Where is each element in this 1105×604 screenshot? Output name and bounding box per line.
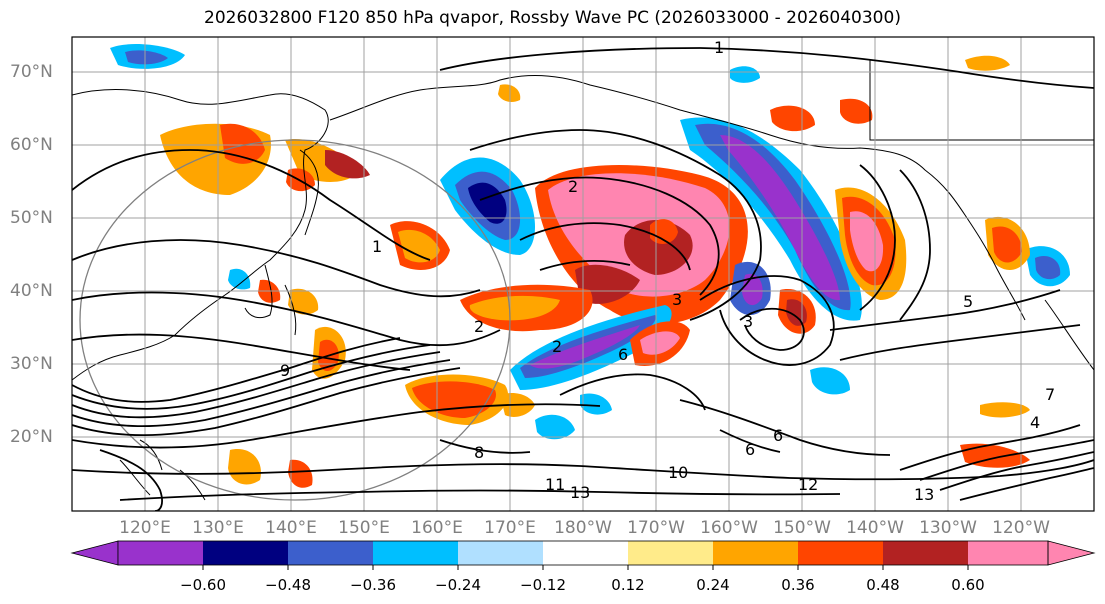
contour-label: 1 — [714, 38, 724, 57]
lon-label: 180°W — [554, 518, 612, 538]
colorbar-bin — [628, 541, 713, 565]
colorbar-tick-label: 0.48 — [866, 576, 900, 594]
pc-contours — [72, 47, 1094, 511]
colorbar-right-extend — [1047, 540, 1096, 566]
lon-label: 160°E — [411, 518, 463, 538]
lon-label: 150°E — [338, 518, 390, 538]
colorbar-tick-label: −0.24 — [435, 576, 481, 594]
contour-labels: 1 1 2 2 2 3 3 4 5 6 6 6 7 8 9 10 11 12 1… — [280, 38, 1055, 504]
colorbar-tick-label: 0.36 — [781, 576, 815, 594]
colorbar-left-extend — [70, 540, 119, 566]
colorbar-tick-label: 0.60 — [951, 576, 985, 594]
contour-label: 3 — [672, 290, 682, 309]
colorbar-tick-label: −0.36 — [350, 576, 396, 594]
coastlines — [72, 60, 1094, 501]
contour-label: 13 — [914, 485, 934, 504]
lon-label: 120°W — [992, 518, 1050, 538]
contour-label: 8 — [474, 443, 484, 462]
colorbar-bin — [883, 541, 968, 565]
lat-label: 70°N — [10, 62, 53, 82]
map-frame — [71, 36, 1095, 512]
contour-label: 1 — [372, 237, 382, 256]
lon-label: 170°W — [627, 518, 685, 538]
contour-label: 13 — [570, 483, 590, 502]
contour-label: 9 — [280, 361, 290, 380]
lat-label: 60°N — [10, 135, 53, 155]
lon-label: 160°W — [700, 518, 758, 538]
gridlines — [72, 37, 1094, 511]
region-circle — [79, 139, 511, 501]
colorbar-bin — [458, 541, 543, 565]
colorbar-bin — [713, 541, 798, 565]
contour-label: 3 — [743, 312, 753, 331]
lon-label: 120°E — [119, 518, 171, 538]
contour-label: 6 — [773, 426, 783, 445]
colorbar-bin — [118, 541, 203, 565]
contour-label: 2 — [474, 317, 484, 336]
colorbar-tick-label: −0.48 — [265, 576, 311, 594]
contour-label: 7 — [1045, 385, 1055, 404]
contour-label: 10 — [668, 463, 688, 482]
colorbar-tick-label: −0.60 — [180, 576, 226, 594]
colorbar-bin — [373, 541, 458, 565]
lon-label: 150°W — [773, 518, 831, 538]
colorbar-bin — [798, 541, 883, 565]
figure-title: 2026032800 F120 850 hPa qvapor, Rossby W… — [204, 8, 901, 28]
colorbar — [70, 540, 1096, 570]
lon-label: 140°E — [265, 518, 317, 538]
contour-label: 5 — [963, 292, 973, 311]
lat-label: 40°N — [10, 281, 53, 301]
lon-label: 170°E — [484, 518, 536, 538]
colorbar-bin — [203, 541, 288, 565]
lat-label: 30°N — [10, 354, 53, 374]
lon-label: 130°E — [192, 518, 244, 538]
colorbar-frame — [117, 540, 1049, 566]
contour-label: 2 — [568, 177, 578, 196]
contour-label: 6 — [618, 345, 628, 364]
lat-label: 50°N — [10, 208, 53, 228]
lon-label: 130°W — [919, 518, 977, 538]
lat-label: 20°N — [10, 427, 53, 447]
contour-label: 4 — [1030, 413, 1040, 432]
lon-label: 140°W — [846, 518, 904, 538]
colorbar-tick-label: −0.12 — [520, 576, 566, 594]
qvapor-shading — [110, 44, 1070, 488]
contour-label: 11 — [545, 475, 565, 494]
contour-label: 12 — [798, 475, 818, 494]
colorbar-tick-label: 0.24 — [696, 576, 730, 594]
colorbar-bin — [968, 541, 1048, 565]
colorbar-tick-label: 0.12 — [611, 576, 645, 594]
contour-label: 2 — [552, 337, 562, 356]
colorbar-bin — [543, 541, 628, 565]
contour-label: 6 — [745, 440, 755, 459]
colorbar-bin — [288, 541, 373, 565]
